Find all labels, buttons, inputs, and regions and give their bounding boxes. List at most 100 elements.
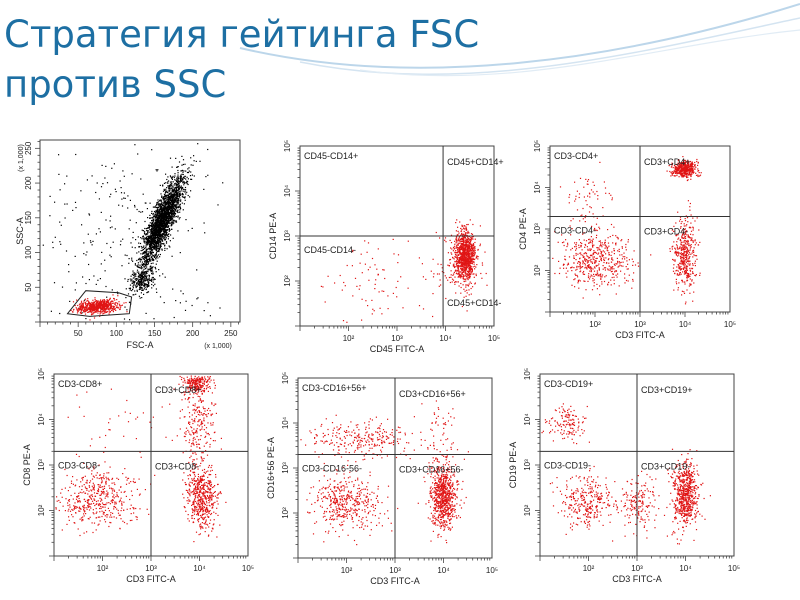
x-tick-label: 10⁴: [193, 564, 206, 573]
y-axis-label: SSC-A: [15, 217, 25, 245]
x-tick-label: 10³: [145, 564, 157, 573]
quadrant-label-top-left: CD3-CD19+: [544, 379, 593, 389]
x-axis-label: CD3 FITC-A: [370, 576, 420, 586]
y-tick-label: 10²: [281, 507, 290, 519]
x-tick-label: 250: [224, 329, 238, 338]
y-tick-label: 10⁴: [523, 413, 532, 426]
quadrant-label-top-right: CD3+CD8+: [155, 385, 202, 395]
quadrant-label-top-left: CD3-CD8+: [58, 379, 102, 389]
x-tick-label: 10³: [634, 320, 646, 329]
x-tick-label: 10²: [341, 566, 353, 575]
quadrant-label-top-left: CD3-CD4+: [554, 151, 598, 161]
x-axis-label: FSC-A: [127, 340, 154, 350]
quadrant-label-bottom-left: CD3-CD4-: [554, 226, 596, 236]
quadrant-label-bottom-right: CD45+CD14-: [447, 298, 501, 308]
slide-title-line2: против SSC: [4, 63, 227, 106]
y-tick-label: 10²: [523, 504, 532, 516]
y-tick-label: 10²: [283, 275, 292, 287]
y-tick-label: 10⁴: [37, 413, 46, 426]
quadrant-label-bottom-left: CD3-CD19-: [544, 460, 591, 470]
x-axis-multiplier: (x 1,000): [204, 343, 232, 350]
axis-ticks: [49, 375, 247, 561]
quadrant-label-bottom-right: CD3+CD19-: [641, 461, 690, 471]
y-tick-label: 10²: [37, 504, 46, 516]
y-axis-label: CD19 PE-A: [508, 442, 518, 489]
y-tick-label: 10⁵: [533, 140, 542, 152]
y-axis-label: CD16+56 PE-A: [266, 437, 276, 499]
cd3-cd4-plot: CD3-CD4+ CD3+CD4+ CD3-CD4- CD3+CD4- 10² 10² 10…: [518, 140, 736, 340]
y-tick-label: 10³: [281, 462, 290, 474]
x-tick-label: 10³: [389, 566, 401, 575]
event-dots: [320, 219, 488, 323]
x-tick-label: 10⁴: [439, 334, 452, 343]
y-tick-label: 100: [24, 245, 33, 259]
y-tick-label: 200: [24, 176, 33, 190]
x-tick-label: 100: [110, 329, 124, 338]
quadrant-label-top-left: CD45-CD14+: [304, 151, 358, 161]
x-tick-label: 10²: [589, 320, 601, 329]
quadrant-label-bottom-right: CD3+CD4-: [644, 227, 688, 237]
quadrant-label-bottom-right: CD3+CD8-: [155, 461, 199, 471]
x-tick-label: 10³: [391, 334, 403, 343]
y-axis-label: CD8 PE-A: [22, 444, 32, 486]
axis-ticks: [535, 375, 733, 561]
quadrant-label-top-right: CD3+CD4+: [644, 157, 691, 167]
lymphocyte-gate: [66, 290, 133, 317]
y-tick-label: 10⁵: [283, 140, 292, 152]
cd45-cd14-plot: CD45-CD14+ CD45+CD14+ CD45-CD14- CD45+CD14-…: [268, 140, 504, 354]
quadrant-label-bottom-right: CD3+CD16+56-: [399, 465, 464, 475]
y-tick-label: 150: [24, 211, 33, 225]
cd3-cd8-plot: CD3-CD8+ CD3+CD8+ CD3-CD8- CD3+CD8- 10² 10² 10…: [22, 368, 254, 584]
y-axis-multiplier: (x 1,000): [18, 144, 25, 172]
x-tick-label: 10⁵: [486, 566, 498, 575]
axis-ticks: [293, 379, 491, 563]
cd3-cd19-plot: CD3-CD19+ CD3+CD19+ CD3-CD19- CD3+CD19- 10² 1…: [508, 368, 740, 584]
x-tick-label: 10⁴: [679, 320, 692, 329]
x-axis-label: CD45 FITC-A: [370, 344, 425, 354]
y-tick-label: 10²: [533, 264, 542, 276]
y-tick-label: 10⁵: [37, 368, 46, 380]
quadrant-label-top-right: CD3+CD16+56+: [399, 389, 466, 399]
decorative-swoosh: [239, 3, 800, 77]
event-dots: [300, 400, 469, 546]
y-tick-label: 10³: [523, 459, 532, 471]
event-dots: [541, 403, 711, 545]
x-axis-label: CD3 FITC-A: [612, 574, 662, 584]
x-tick-label: 10³: [631, 564, 643, 573]
slide-title-line1: Стратегия гейтинга FSC: [4, 13, 480, 56]
x-tick-label: 150: [148, 329, 162, 338]
quadrant-label-bottom-left: CD45-CD14-: [304, 245, 356, 255]
axis-ticks: [35, 140, 239, 327]
y-axis-label: CD14 PE-A: [268, 213, 278, 260]
slide-title: Стратегия гейтинга FSC против SSC: [4, 10, 479, 110]
quadrant-label-top-left: CD3-CD16+56+: [302, 383, 367, 393]
y-tick-label: 10³: [283, 230, 292, 242]
y-tick-label: 10⁴: [281, 416, 290, 429]
y-tick-label: 250: [24, 141, 33, 155]
x-tick-label: 10⁵: [728, 564, 740, 573]
x-axis-label: CD3 FITC-A: [126, 574, 176, 584]
y-tick-label: 10⁴: [283, 184, 292, 197]
x-tick-label: 10⁴: [679, 564, 692, 573]
x-tick-label: 200: [186, 329, 200, 338]
y-tick-label: 10⁴: [533, 181, 542, 194]
quadrant-label-top-right: CD45+CD14+: [447, 157, 504, 167]
x-tick-label: 10⁴: [437, 566, 450, 575]
x-tick-label: 10²: [583, 564, 595, 573]
y-tick-label: 10⁵: [281, 372, 290, 384]
quadrant-label-bottom-left: CD3-CD16-56-: [302, 464, 362, 474]
cd3-cd16-56-plot: CD3-CD16+56+ CD3+CD16+56+ CD3-CD16-56- CD3+…: [266, 372, 498, 586]
x-tick-label: 10⁵: [724, 320, 736, 329]
y-tick-label: 10³: [533, 223, 542, 235]
y-tick-label: 10³: [37, 459, 46, 471]
x-axis-label: CD3 FITC-A: [615, 330, 665, 340]
event-dots: [42, 143, 224, 321]
plot-frame: [39, 139, 241, 323]
x-tick-label: 10²: [97, 564, 109, 573]
y-tick-label: 10⁵: [523, 368, 532, 380]
x-tick-label: 10²: [343, 334, 355, 343]
quadrant-label-bottom-left: CD3-CD8-: [58, 460, 100, 470]
y-axis-label: CD4 PE-A: [518, 208, 528, 250]
x-tick-label: 10⁵: [242, 564, 254, 573]
